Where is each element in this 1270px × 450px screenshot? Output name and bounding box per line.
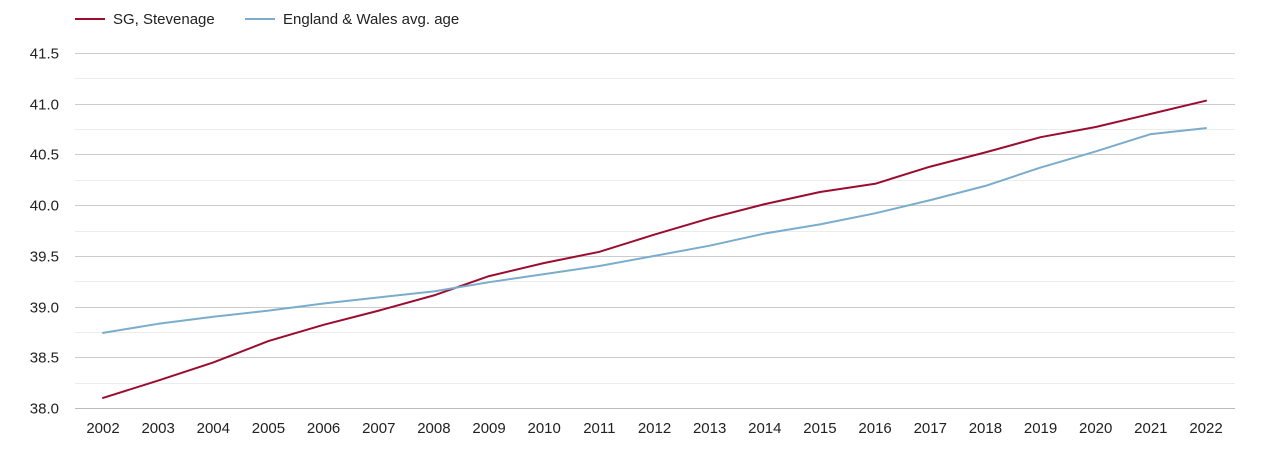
x-tick-label: 2022 [1189, 420, 1222, 437]
y-tick-label: 40.0 [30, 198, 59, 215]
x-tick-label: 2007 [362, 420, 395, 437]
x-tick-label: 2006 [307, 420, 340, 437]
gridlines [75, 53, 1235, 409]
legend-label: England & Wales avg. age [283, 11, 459, 28]
x-tick-label: 2017 [914, 420, 947, 437]
legend-label: SG, Stevenage [113, 11, 215, 28]
series-line-2 [102, 127, 1207, 334]
x-tick-label: 2021 [1134, 420, 1167, 437]
y-tick-label: 38.5 [30, 350, 59, 367]
x-tick-label: 2015 [803, 420, 836, 437]
x-tick-label: 2009 [472, 420, 505, 437]
y-tick-label: 39.0 [30, 300, 59, 317]
x-tick-label: 2011 [583, 420, 615, 437]
y-tick-label: 40.5 [30, 147, 59, 164]
x-tick-label: 2020 [1079, 420, 1112, 437]
x-tick-label: 2018 [969, 420, 1002, 437]
x-tick-label: 2008 [417, 420, 450, 437]
y-tick-label: 39.5 [30, 249, 59, 266]
legend: SG, Stevenage England & Wales avg. age [75, 11, 459, 28]
x-tick-label: 2003 [141, 420, 174, 437]
series-lines [102, 99, 1207, 399]
x-tick-label: 2004 [197, 420, 230, 437]
y-axis: 38.0 38.5 39.0 39.5 40.0 40.5 41.0 41.5 [30, 46, 59, 418]
y-tick-label: 41.5 [30, 46, 59, 63]
x-tick-label: 2013 [693, 420, 726, 437]
x-tick-label: 2010 [528, 420, 561, 437]
x-tick-label: 2019 [1024, 420, 1057, 437]
x-tick-label: 2016 [858, 420, 891, 437]
x-tick-label: 2005 [252, 420, 285, 437]
y-tick-label: 38.0 [30, 401, 59, 418]
x-tick-label: 2014 [748, 420, 781, 437]
y-tick-label: 41.0 [30, 97, 59, 114]
x-axis: 2002 2003 2004 2005 2006 2007 2008 2009 2010 2011… [86, 420, 1222, 437]
x-tick-label: 2012 [638, 420, 671, 437]
x-tick-label: 2002 [86, 420, 119, 437]
series-line-1 [102, 99, 1207, 399]
